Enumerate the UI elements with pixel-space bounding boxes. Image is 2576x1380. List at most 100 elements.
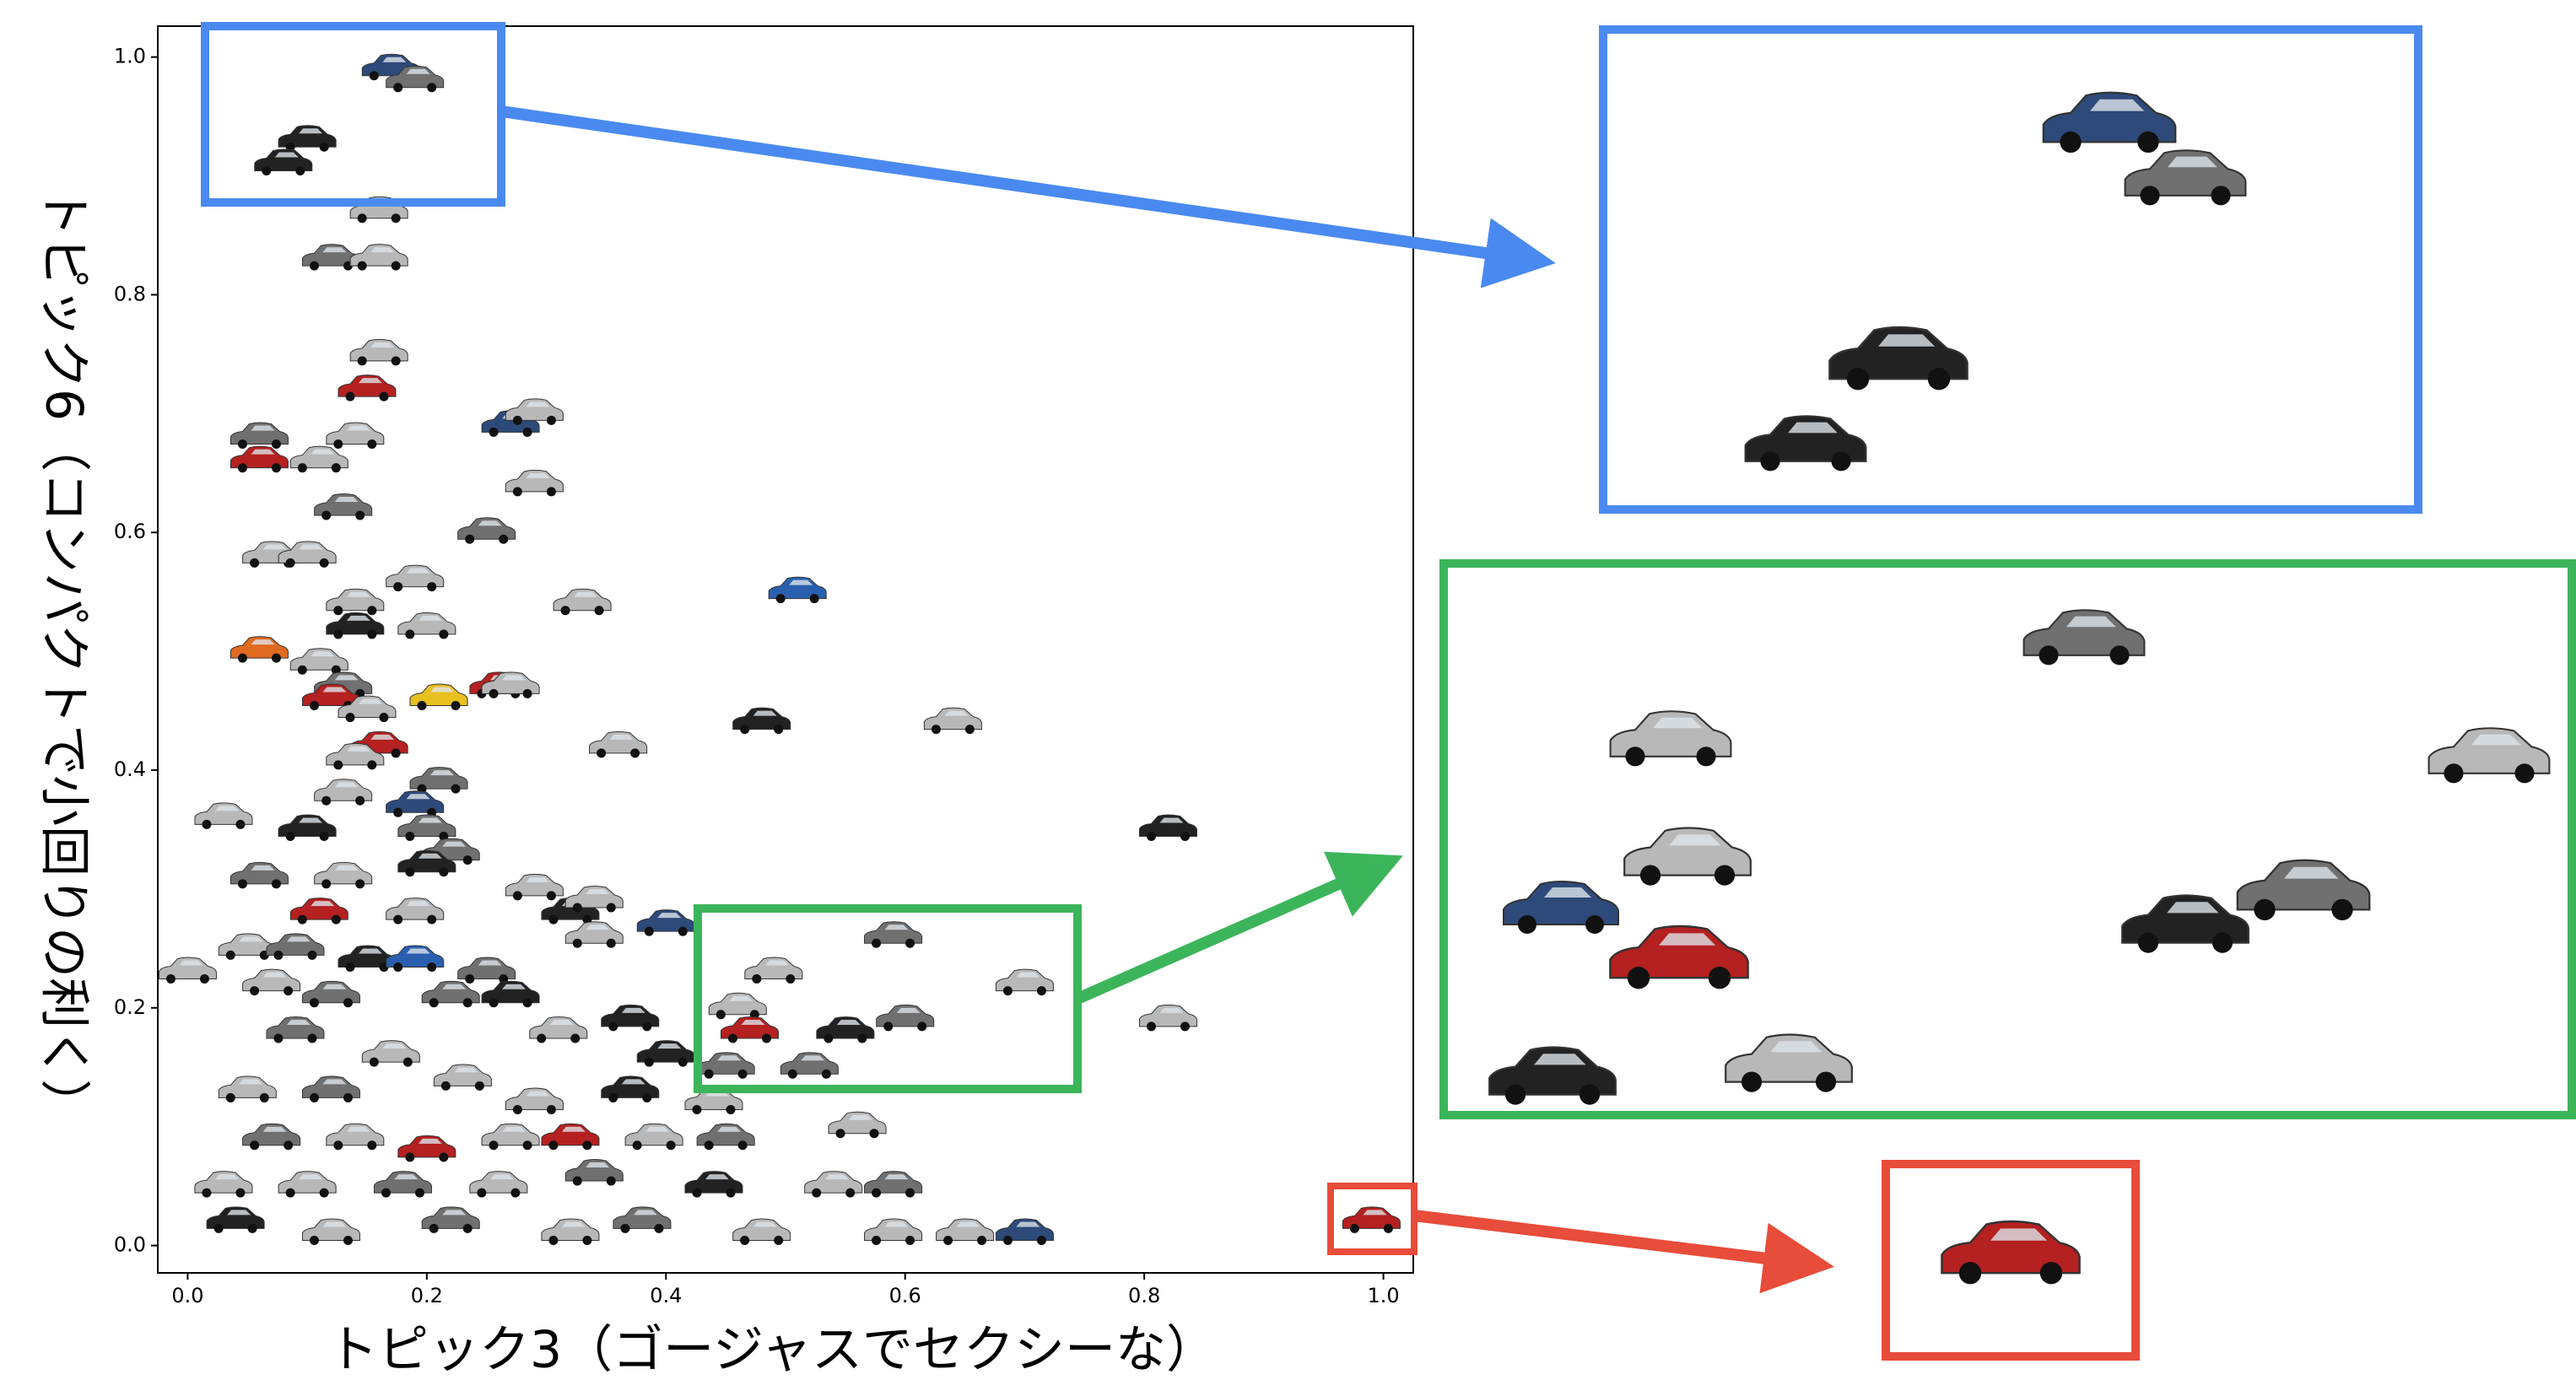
wheel [451, 700, 461, 710]
car [804, 1171, 863, 1198]
wheel [1708, 967, 1731, 989]
car-window [251, 425, 275, 431]
wheel [462, 998, 473, 1008]
car [230, 636, 289, 663]
car [936, 1218, 995, 1246]
wheel [2137, 932, 2159, 953]
car [816, 1016, 875, 1043]
car [278, 125, 337, 152]
wheel [1846, 368, 1870, 391]
wheel [2109, 645, 2130, 666]
car-point [349, 338, 408, 362]
car [314, 861, 373, 889]
car-window [526, 876, 550, 882]
car-window [633, 1210, 657, 1216]
wheel [381, 1188, 392, 1198]
wheel [1146, 1022, 1156, 1032]
wheel [357, 356, 367, 366]
car [326, 742, 385, 770]
wheel [297, 665, 307, 675]
wheel [905, 1188, 915, 1198]
wheel [883, 1022, 894, 1032]
wheel [692, 1105, 702, 1115]
wheel [642, 1092, 652, 1102]
car-point [242, 968, 301, 992]
car [374, 1171, 433, 1198]
wheel [1349, 1223, 1359, 1233]
wheel [786, 974, 796, 984]
car-point [326, 612, 385, 635]
car-window [286, 1019, 311, 1025]
car-window [884, 1221, 909, 1227]
car [230, 422, 289, 450]
car-point [505, 398, 564, 421]
wheel [761, 1033, 771, 1043]
car-point [768, 576, 827, 600]
wheel [391, 748, 401, 758]
car [720, 1016, 779, 1043]
car [589, 730, 648, 758]
car-window [394, 1174, 419, 1180]
wheel [931, 725, 941, 735]
wheel [439, 867, 449, 877]
car [780, 1052, 839, 1079]
wheel [309, 700, 319, 710]
wheel [1504, 1084, 1526, 1105]
wheel [489, 688, 499, 698]
car-point [636, 1040, 695, 1063]
wheel [548, 914, 559, 924]
wheel [440, 1081, 451, 1091]
car-point [386, 898, 445, 920]
wheel [307, 950, 317, 960]
car-point [338, 375, 397, 397]
car-point [541, 1123, 600, 1146]
x-tick-label: 1.0 [1367, 1284, 1399, 1307]
wheel [2140, 186, 2160, 206]
car [744, 957, 803, 984]
wheel [367, 606, 377, 616]
car [326, 1123, 385, 1151]
car-point [936, 1218, 995, 1242]
x-tick-label: 0.6 [889, 1284, 921, 1307]
car [230, 861, 289, 889]
car-window [657, 913, 682, 919]
car-window [586, 924, 610, 930]
wheel [237, 463, 247, 473]
wheel [309, 998, 319, 1008]
car-window [346, 746, 370, 752]
inset-car [2124, 149, 2247, 197]
wheel [1760, 451, 1780, 472]
car-point [720, 1016, 779, 1039]
car-window [322, 1221, 347, 1227]
wheel [319, 1188, 329, 1198]
x-tick-label: 0.8 [1128, 1284, 1160, 1307]
car-point [218, 1075, 277, 1098]
car-point [505, 469, 564, 493]
car-window [2167, 902, 2219, 914]
wheel [1714, 865, 1736, 886]
wheel [644, 926, 654, 936]
car-point [481, 980, 540, 1004]
wheel [250, 986, 260, 996]
wheel [546, 891, 556, 901]
wheel [319, 142, 329, 152]
car-window [370, 342, 395, 348]
wheel [977, 1236, 987, 1246]
car-point [397, 849, 456, 873]
car-window [406, 948, 430, 954]
car-window [382, 1043, 407, 1049]
wheel [774, 725, 784, 735]
wheel [297, 914, 307, 924]
wheel [345, 713, 355, 723]
wheel [1002, 986, 1013, 996]
car-point [266, 933, 325, 956]
wheel [259, 1092, 269, 1102]
wheel [321, 510, 332, 520]
car [1138, 814, 1197, 841]
inset-car [1488, 1046, 1617, 1096]
car-window [2284, 866, 2339, 879]
wheel [752, 974, 762, 984]
car-window [286, 936, 311, 942]
wheel [285, 558, 295, 568]
car [218, 1075, 277, 1102]
